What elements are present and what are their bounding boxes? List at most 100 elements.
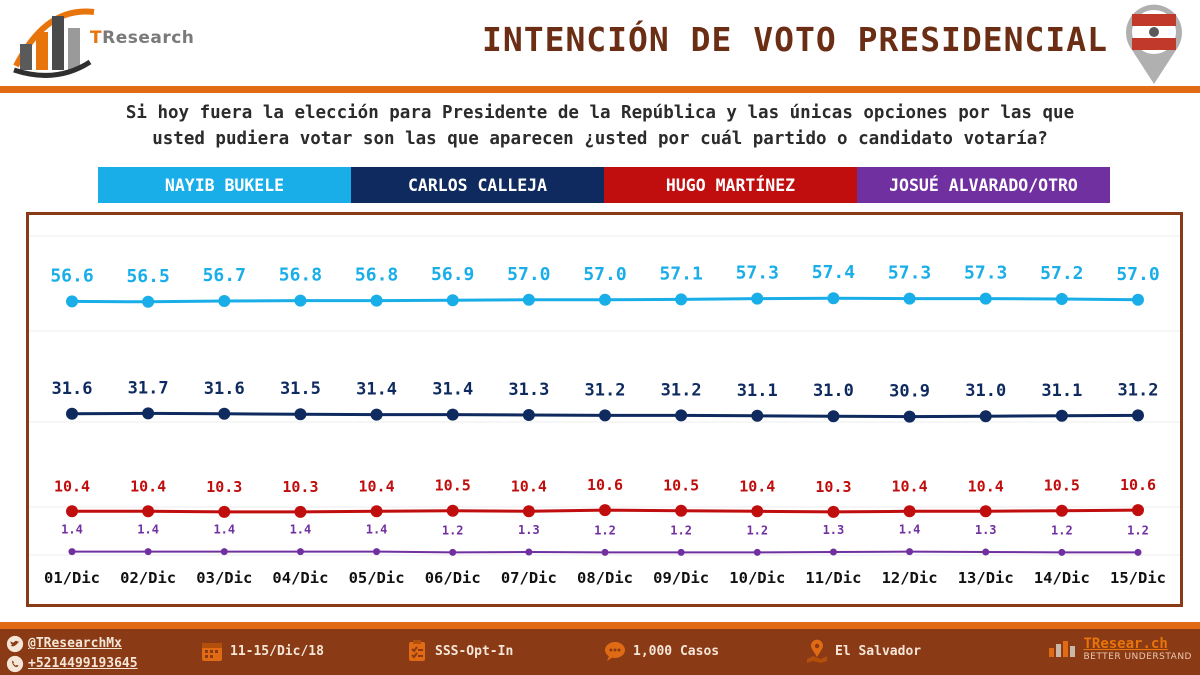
data-point-1-7 — [599, 409, 611, 422]
data-point-2-2 — [218, 505, 231, 518]
data-point-1-9 — [751, 409, 764, 422]
data-point-2-10 — [827, 505, 840, 518]
legend: NAYIB BUKELE CARLOS CALLEJA HUGO MARTÍNE… — [98, 167, 1110, 203]
data-label-1-4: 31.4 — [356, 380, 397, 400]
data-label-0-13: 57.2 — [1040, 263, 1083, 284]
data-label-0-8: 57.1 — [659, 263, 702, 284]
data-point-2-7 — [599, 504, 611, 517]
x-tick-label-0: 01/Dic — [44, 569, 100, 587]
data-label-2-7: 10.6 — [587, 476, 623, 494]
footer-location-text: El Salvador — [835, 643, 922, 659]
data-point-0-9 — [751, 292, 764, 305]
data-point-1-4 — [370, 408, 383, 421]
data-label-3-8: 1.2 — [670, 523, 692, 537]
data-point-3-7 — [601, 548, 609, 556]
data-point-0-12 — [979, 292, 992, 305]
survey-clipboard-icon — [409, 640, 425, 661]
data-label-3-0: 1.4 — [61, 523, 83, 537]
question-line-1: Si hoy fuera la elección para Presidente… — [125, 103, 1075, 123]
data-label-2-14: 10.6 — [1120, 476, 1156, 494]
data-point-0-4 — [370, 294, 383, 307]
data-point-2-11 — [903, 505, 916, 518]
footer-method: SSS-Opt-In — [405, 639, 513, 663]
data-point-0-2 — [218, 295, 231, 307]
data-label-0-12: 57.3 — [964, 263, 1007, 284]
data-point-3-10 — [829, 548, 837, 556]
phone-link[interactable]: +5214499193645 — [28, 656, 138, 671]
data-point-3-13 — [1058, 548, 1066, 556]
data-point-3-12 — [982, 548, 990, 556]
question-line-2: usted pudiera votar son las que aparecen… — [152, 129, 1048, 149]
data-label-0-10: 57.4 — [812, 262, 856, 283]
data-point-3-11 — [906, 548, 914, 556]
data-point-3-5 — [449, 548, 457, 556]
data-point-3-0 — [68, 548, 76, 556]
data-point-3-2 — [220, 548, 228, 556]
footer — [0, 622, 1200, 675]
data-label-2-10: 10.3 — [815, 478, 851, 496]
x-tick-label-9: 10/Dic — [729, 569, 785, 587]
tresearch-logo-icon — [13, 8, 95, 78]
data-label-0-3: 56.8 — [279, 265, 322, 286]
speech-bubble-icon — [605, 642, 625, 661]
data-label-3-4: 1.4 — [366, 523, 388, 537]
data-point-1-2 — [218, 407, 231, 420]
data-point-0-6 — [522, 293, 535, 306]
data-point-0-14 — [1132, 293, 1144, 306]
data-point-1-5 — [446, 408, 459, 421]
data-point-2-5 — [446, 504, 459, 517]
legend-item-alvarado: JOSUÉ ALVARADO/OTRO — [857, 167, 1110, 203]
footer-dates-text: 11-15/Dic/18 — [230, 643, 324, 659]
data-label-3-9: 1.2 — [746, 523, 768, 537]
footer-contacts: @TResearchMx +5214499193645 — [6, 634, 138, 674]
data-point-3-6 — [525, 548, 533, 556]
x-tick-label-3: 04/Dic — [272, 569, 328, 587]
x-tick-label-14: 15/Dic — [1110, 569, 1166, 587]
data-label-1-13: 31.1 — [1041, 381, 1082, 401]
tagline: BETTER UNDERSTAND — [1083, 652, 1192, 662]
data-label-3-2: 1.4 — [213, 523, 235, 537]
twitter-icon — [6, 635, 24, 653]
data-label-2-11: 10.4 — [892, 477, 928, 495]
data-point-2-9 — [751, 505, 764, 518]
data-point-3-1 — [144, 548, 152, 556]
data-label-2-4: 10.4 — [359, 477, 395, 495]
survey-question: Si hoy fuera la elección para Presidente… — [20, 100, 1180, 152]
x-tick-label-13: 14/Dic — [1034, 569, 1090, 587]
twitter-handle-link[interactable]: @TResearchMx — [28, 636, 122, 651]
data-point-1-0 — [66, 407, 78, 420]
data-point-1-1 — [142, 407, 155, 420]
footer-brand: TResear.ch BETTER UNDERSTAND — [1047, 636, 1192, 662]
data-label-2-6: 10.4 — [511, 477, 547, 495]
website-link[interactable]: TResear.ch — [1083, 636, 1168, 652]
data-label-3-3: 1.4 — [290, 523, 312, 537]
line-chart: 56.6 56.5 56.7 56.8 56.8 56.9 57.0 57.0 57.1 57.3… — [29, 235, 1180, 587]
data-label-3-7: 1.2 — [594, 523, 616, 537]
data-label-1-0: 31.6 — [52, 379, 93, 399]
data-point-0-13 — [1055, 293, 1068, 305]
data-point-1-14 — [1132, 409, 1144, 422]
data-label-2-9: 10.4 — [739, 477, 775, 495]
data-point-0-0 — [66, 295, 78, 308]
x-tick-label-4: 05/Dic — [349, 569, 405, 587]
data-label-2-13: 10.5 — [1044, 477, 1080, 495]
x-tick-label-2: 03/Dic — [196, 569, 252, 587]
data-label-1-2: 31.6 — [204, 379, 245, 399]
data-label-0-14: 57.0 — [1116, 264, 1159, 285]
data-label-0-11: 57.3 — [888, 263, 931, 284]
data-point-3-3 — [296, 548, 304, 556]
data-label-0-5: 56.9 — [431, 264, 474, 285]
data-label-1-3: 31.5 — [280, 379, 321, 399]
footer-cases-text: 1,000 Casos — [633, 643, 720, 659]
data-label-1-9: 31.1 — [737, 381, 778, 401]
data-point-2-8 — [675, 504, 688, 517]
data-point-2-12 — [979, 505, 992, 518]
x-tick-label-8: 09/Dic — [653, 569, 709, 587]
footer-cases: 1,000 Casos — [603, 639, 719, 663]
data-point-1-6 — [522, 409, 535, 421]
data-label-2-0: 10.4 — [54, 477, 90, 495]
footer-method-text: SSS-Opt-In — [435, 643, 514, 659]
data-label-0-4: 56.8 — [355, 265, 398, 286]
x-tick-label-5: 06/Dic — [425, 569, 481, 587]
data-point-3-8 — [677, 548, 685, 556]
